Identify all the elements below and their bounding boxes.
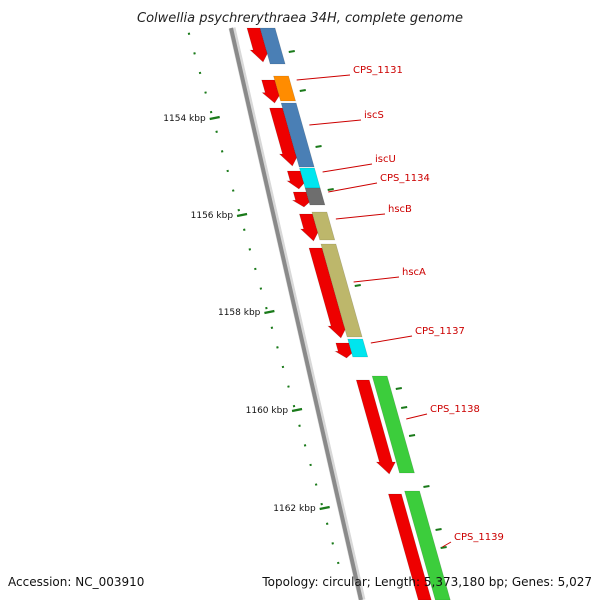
- feature-tick: [423, 485, 430, 488]
- label-leader: [442, 541, 452, 548]
- feature-tick: [327, 188, 334, 191]
- strand-arrow: [246, 27, 270, 63]
- ruler-dot: [215, 130, 218, 133]
- label-leader: [309, 119, 362, 126]
- ruler-dot: [237, 208, 240, 212]
- strand-arrow: [291, 191, 313, 208]
- strand-arrow: [261, 79, 282, 104]
- strand-arrow: [334, 342, 355, 359]
- feature-tick: [400, 406, 408, 409]
- ruler-dot: [331, 542, 334, 545]
- gene-label[interactable]: iscU: [375, 154, 396, 165]
- cog-block: [304, 187, 326, 206]
- kbp-label: 1160 kbp: [246, 406, 289, 416]
- label-leader: [322, 163, 373, 173]
- cog-block: [259, 27, 286, 65]
- ruler-dot: [281, 365, 285, 369]
- ruler-dot: [204, 91, 207, 94]
- feature-tick: [315, 145, 322, 148]
- gene-label[interactable]: CPS_1139: [454, 532, 504, 543]
- kbp-tick: [209, 115, 220, 121]
- gene-label[interactable]: CPS_1131: [353, 65, 403, 76]
- backbone-line: [229, 27, 363, 600]
- label-leader: [335, 213, 386, 220]
- cog-block: [273, 75, 296, 102]
- kbp-tick: [291, 407, 303, 413]
- cog-block: [347, 338, 369, 358]
- gene-label[interactable]: hscB: [388, 204, 412, 215]
- ruler-dot: [226, 169, 229, 173]
- strand-arrow: [388, 493, 432, 600]
- kbp-label: 1162 kbp: [273, 504, 316, 514]
- accession-label: Accession: NC_003910: [8, 575, 144, 589]
- label-leader: [353, 276, 400, 283]
- strand-arrow: [269, 107, 300, 167]
- strand-arrows: [246, 27, 432, 600]
- ruler-dot: [336, 561, 340, 565]
- ruler-dot: [220, 150, 224, 153]
- gene-label[interactable]: CPS_1137: [415, 326, 465, 337]
- feature-tick: [435, 528, 442, 531]
- kbp-tick: [264, 309, 275, 315]
- gene-label[interactable]: iscS: [364, 110, 384, 121]
- cog-block: [311, 211, 336, 241]
- kbp-tick: [319, 505, 330, 511]
- feature-tick: [299, 89, 306, 92]
- cog-blocks: [259, 27, 451, 600]
- ruler-dot: [270, 326, 274, 329]
- gene-labels: CPS_1131 iscS iscU CPS_1134 hscB hscA CPS_1137…: [296, 65, 504, 548]
- strand-arrow: [355, 379, 396, 475]
- kbp-label: 1154 kbp: [163, 114, 206, 124]
- ruler-dot: [265, 306, 268, 310]
- cog-block: [371, 375, 415, 474]
- ruler-dot: [259, 287, 263, 290]
- ruler-dot: [276, 346, 279, 349]
- cog-block: [320, 243, 363, 338]
- ruler-dot: [231, 189, 235, 192]
- ruler-dot: [187, 32, 191, 35]
- ruler-dot: [287, 385, 290, 388]
- label-leader: [370, 335, 413, 344]
- ruler-dot: [292, 404, 296, 408]
- ruler-dot: [320, 502, 323, 506]
- ruler-dot: [254, 267, 257, 271]
- ruler-dot: [209, 110, 213, 114]
- ruler-dot: [248, 248, 252, 251]
- ruler-dot: [193, 52, 196, 55]
- cog-block: [404, 490, 451, 600]
- label-leader: [328, 182, 378, 193]
- kbp-ruler: 1154 kbp 1156 kbp 1158 kbp 1160 kbp 1162 kbp: [163, 32, 447, 565]
- ruler-dot: [303, 444, 307, 447]
- ruler-dot: [298, 424, 301, 427]
- map-title: Colwellia psychrerythraea 34H, complete …: [137, 11, 463, 26]
- gene-label[interactable]: CPS_1138: [430, 404, 480, 415]
- ruler-dot: [325, 522, 329, 525]
- topology-summary: Topology: circular; Length: 5,373,180 bp…: [261, 575, 592, 589]
- ruler-dot: [243, 228, 246, 231]
- gene-label[interactable]: hscA: [402, 267, 426, 278]
- label-leader: [296, 74, 351, 81]
- ruler-dot: [314, 483, 318, 486]
- feature-tick: [354, 284, 361, 287]
- ruler-dot: [309, 463, 312, 467]
- feature-tick: [440, 546, 447, 549]
- cog-block: [280, 102, 315, 168]
- feature-tick: [395, 387, 402, 390]
- feature-tick: [408, 434, 416, 437]
- kbp-label: 1156 kbp: [191, 211, 234, 221]
- ruler-dot: [198, 71, 202, 75]
- label-leader: [406, 413, 428, 420]
- kbp-label: 1158 kbp: [218, 308, 261, 318]
- genome-backbone: [228, 27, 366, 600]
- gene-label[interactable]: CPS_1134: [380, 173, 430, 184]
- kbp-tick: [236, 212, 248, 218]
- feature-tick: [288, 50, 295, 53]
